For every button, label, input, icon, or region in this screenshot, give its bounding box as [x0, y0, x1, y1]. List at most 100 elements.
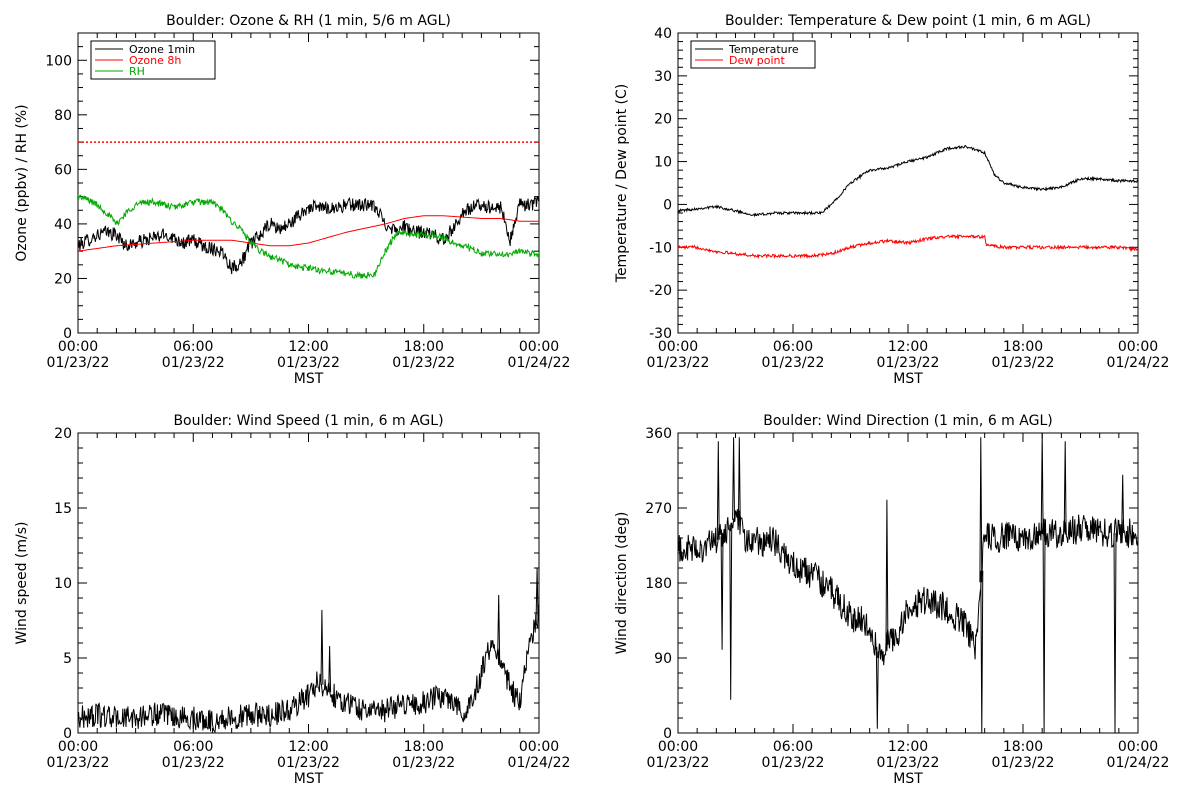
data-spike — [980, 570, 984, 733]
y-tick-label: 60 — [54, 162, 72, 178]
x-tick-label-time: 00:00 — [58, 339, 98, 355]
x-tick-label-date: 01/24/22 — [1107, 755, 1170, 771]
data-spike — [535, 567, 539, 620]
x-tick-label-time: 00:00 — [519, 339, 559, 355]
x-tick-label-time: 12:00 — [888, 739, 928, 755]
x-tick-label-date: 01/23/22 — [47, 355, 110, 371]
y-axis-label: Temperature / Dew point (C) — [614, 84, 630, 283]
x-tick-label-time: 06:00 — [173, 339, 213, 355]
x-tick-label-time: 00:00 — [1118, 339, 1158, 355]
chart-panel-ozone-rh: Boulder: Ozone & RH (1 min, 5/6 m AGL) 0 2… — [14, 13, 570, 387]
y-tick-label: 20 — [654, 112, 672, 128]
x-tick-label-date: 01/23/22 — [647, 355, 710, 371]
y-tick-label: 90 — [654, 651, 672, 667]
data-spike — [1040, 433, 1044, 534]
x-axis-label: MST — [893, 771, 923, 787]
x-tick-label-time: 18:00 — [404, 339, 444, 355]
plot-frame — [677, 432, 1139, 734]
x-tick-label-date: 01/23/22 — [992, 355, 1055, 371]
x-tick-label-time: 00:00 — [58, 739, 98, 755]
x-tick-label-time: 00:00 — [519, 739, 559, 755]
x-tick-label-date: 01/23/22 — [762, 355, 825, 371]
y-tick-label: 0 — [63, 326, 72, 342]
y-tick-label: 10 — [54, 576, 72, 592]
chart-title: Boulder: Ozone & RH (1 min, 5/6 m AGL) — [166, 13, 451, 29]
chart-panel-temp-dewpoint: Boulder: Temperature & Dew point (1 min,… — [614, 13, 1169, 387]
plot-frame — [77, 432, 540, 734]
series-line-ozone-8h — [78, 215, 539, 252]
y-tick-label: 20 — [54, 426, 72, 442]
legend-label: Temperature — [728, 43, 799, 56]
data-spike — [716, 441, 720, 540]
x-tick-label-time: 12:00 — [888, 339, 928, 355]
series-line-ozone-1min — [78, 196, 539, 275]
y-axis-label: Wind speed (m/s) — [14, 522, 30, 645]
data-spike — [979, 437, 983, 583]
legend-box — [90, 40, 216, 80]
data-spike — [720, 536, 724, 650]
legend-label: Dew point — [729, 54, 785, 67]
x-tick-label-date: 01/23/22 — [162, 755, 225, 771]
x-tick-label-time: 12:00 — [288, 339, 328, 355]
data-spike — [1063, 441, 1067, 533]
y-tick-label: 0 — [663, 197, 672, 213]
data-spike — [737, 437, 741, 527]
data-spike — [320, 609, 324, 685]
y-tick-label: 10 — [654, 155, 672, 171]
legend-box — [690, 40, 816, 69]
y-tick-label: -30 — [649, 326, 672, 342]
x-axis-label: MST — [893, 371, 923, 387]
data-spike — [729, 524, 733, 700]
x-tick-label-date: 01/23/22 — [877, 355, 940, 371]
y-tick-label: 40 — [54, 217, 72, 233]
x-tick-label-time: 06:00 — [173, 739, 213, 755]
y-tick-label: 30 — [654, 69, 672, 85]
y-tick-label: 270 — [645, 501, 672, 517]
y-tick-label: 0 — [63, 726, 72, 742]
x-tick-label-time: 06:00 — [773, 739, 813, 755]
y-tick-label: 5 — [63, 651, 72, 667]
x-tick-label-date: 01/23/22 — [647, 755, 710, 771]
y-tick-label: -10 — [649, 240, 672, 256]
y-tick-label: 15 — [54, 501, 72, 517]
x-axis-label: MST — [294, 771, 324, 787]
x-tick-label-date: 01/23/22 — [992, 755, 1055, 771]
chart-panel-wind-speed: Boulder: Wind Speed (1 min, 6 m AGL) 0 5 10… — [14, 413, 570, 787]
x-tick-label-date: 01/23/22 — [877, 755, 940, 771]
series-line-dew-point — [678, 233, 1138, 260]
x-tick-label-date: 01/23/22 — [162, 355, 225, 371]
series-line-main — [78, 604, 539, 733]
data-spike — [875, 651, 879, 729]
series-line-temperature — [678, 145, 1138, 218]
x-axis-label: MST — [294, 371, 324, 387]
x-tick-label-date: 01/23/22 — [277, 355, 340, 371]
series-line-main — [678, 509, 1138, 666]
y-tick-label: 40 — [654, 26, 672, 42]
data-spike — [1042, 532, 1046, 733]
legend-label: Ozone 1min — [129, 43, 195, 56]
data-spike — [497, 594, 501, 656]
x-tick-label-time: 00:00 — [658, 339, 698, 355]
x-tick-label-date: 01/24/22 — [1107, 355, 1170, 371]
x-tick-label-date: 01/23/22 — [392, 355, 455, 371]
y-tick-label: 100 — [45, 53, 72, 69]
y-tick-label: 360 — [645, 426, 672, 442]
y-axis-label: Wind direction (deg) — [614, 512, 630, 655]
chart-title: Boulder: Wind Speed (1 min, 6 m AGL) — [173, 413, 443, 429]
legend-label: RH — [129, 65, 145, 78]
data-spike — [1113, 532, 1117, 733]
chart-title: Boulder: Temperature & Dew point (1 min,… — [725, 13, 1091, 29]
x-tick-label-time: 12:00 — [288, 739, 328, 755]
y-tick-label: 0 — [663, 726, 672, 742]
x-tick-label-date: 01/23/22 — [277, 755, 340, 771]
x-tick-label-time: 18:00 — [1003, 739, 1043, 755]
data-spike — [885, 499, 889, 645]
x-tick-label-time: 06:00 — [773, 339, 813, 355]
data-spike — [732, 437, 735, 520]
x-tick-label-time: 00:00 — [658, 739, 698, 755]
x-tick-label-date: 01/23/22 — [392, 755, 455, 771]
y-tick-label: 180 — [645, 576, 672, 592]
x-tick-label-time: 18:00 — [1003, 339, 1043, 355]
y-tick-label: 80 — [54, 108, 72, 124]
